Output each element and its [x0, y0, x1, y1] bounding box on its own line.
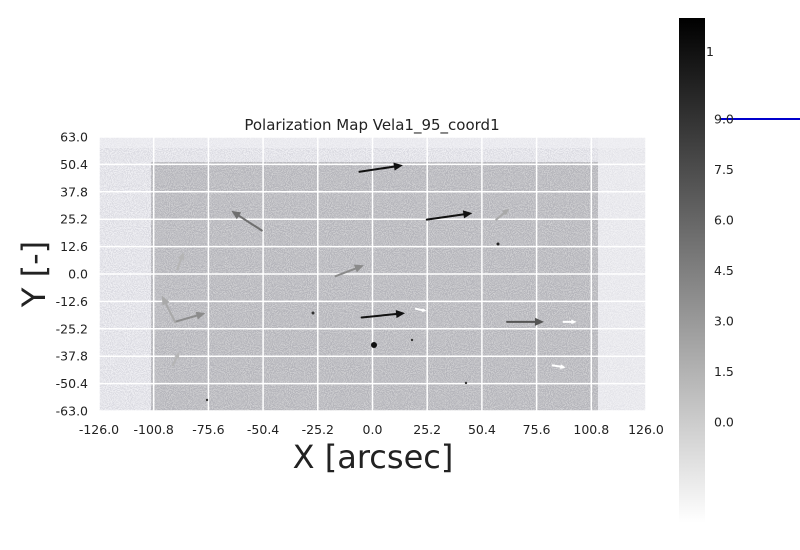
image-core-noise — [151, 162, 598, 411]
polarization-vector — [358, 162, 403, 173]
source-spot — [205, 398, 209, 402]
y-tick-label: 12.6 — [60, 239, 88, 254]
y-tick-label: -12.6 — [56, 294, 88, 309]
colorbar-tick-label: 4.5 — [714, 263, 734, 278]
source-spot — [496, 242, 500, 246]
polarization-vector — [161, 295, 176, 323]
polarization-vector — [360, 310, 406, 319]
x-axis-label: X [arcsec] — [293, 438, 454, 476]
y-tick-label: 63.0 — [60, 130, 88, 145]
x-tick-label: -100.8 — [134, 422, 174, 437]
polarization-vector — [414, 307, 427, 313]
colorbar-gradient — [679, 18, 705, 523]
polarization-vector — [562, 319, 577, 325]
y-tick-label: 25.2 — [60, 212, 88, 227]
y-tick-labels: 63.0 50.4 37.8 25.2 12.6 0.0 -12.6 -25.2 -37.8 -5… — [56, 130, 88, 419]
polarization-vector — [334, 264, 364, 278]
colorbar-tick-label: 0.0 — [714, 415, 734, 430]
chart-title: Polarization Map Vela1_95_coord1 — [244, 116, 499, 135]
colorbar-tick-label: 1.5 — [714, 364, 734, 379]
y-tick-label: -63.0 — [56, 404, 88, 419]
y-tick-label: 50.4 — [60, 157, 88, 172]
x-tick-label: -75.6 — [192, 422, 224, 437]
colorbar-clipped-label: 1 — [706, 44, 714, 59]
polarization-vector — [171, 352, 180, 367]
polarization-vector — [176, 252, 185, 271]
polarization-vector — [173, 311, 206, 323]
source-spot — [410, 338, 414, 342]
x-tick-label: 75.6 — [523, 422, 551, 437]
plot-area — [98, 136, 647, 412]
colorbar-tick-label: 9.0 — [714, 112, 734, 127]
x-tick-label: -25.2 — [302, 422, 334, 437]
colorbar-tick-label: 7.5 — [714, 162, 734, 177]
x-tick-label: 100.8 — [573, 422, 609, 437]
source-spot — [311, 311, 315, 315]
y-tick-label: -25.2 — [56, 321, 88, 336]
y-axis-label: Y [-] — [15, 241, 53, 308]
polarization-vector — [495, 208, 510, 221]
source-spot — [464, 381, 468, 385]
polarization-vectors — [161, 162, 577, 369]
y-tick-label: -50.4 — [56, 376, 88, 391]
x-tick-label: 50.4 — [468, 422, 496, 437]
x-tick-label: 0.0 — [363, 422, 383, 437]
x-tick-label: 25.2 — [413, 422, 441, 437]
polarization-vector — [551, 364, 566, 369]
x-tick-labels: -126.0 -100.8 -75.6 -50.4 -25.2 0.0 25.2 50.4 75… — [79, 422, 664, 437]
x-tick-label: -50.4 — [247, 422, 279, 437]
polarization-vector — [231, 210, 263, 232]
y-tick-label: 0.0 — [68, 267, 88, 282]
y-tick-label: -37.8 — [56, 349, 88, 364]
colorbar-tick-label: 6.0 — [714, 213, 734, 228]
colorbar-tick-label: 3.0 — [714, 314, 734, 329]
source-spot — [371, 342, 377, 348]
x-tick-label: 126.0 — [628, 422, 664, 437]
polarization-vector — [425, 210, 473, 221]
grid-lines — [98, 136, 647, 412]
colorbar-tick-labels: 0.0 1.5 3.0 4.5 6.0 7.5 9.0 — [714, 112, 734, 430]
y-tick-label: 37.8 — [60, 184, 88, 199]
polarization-vector — [506, 317, 544, 326]
colorbar: 1 0.0 1.5 3.0 4.5 6.0 7.5 9.0 — [679, 18, 800, 523]
x-tick-label: -126.0 — [79, 422, 119, 437]
image-sources — [205, 242, 500, 402]
